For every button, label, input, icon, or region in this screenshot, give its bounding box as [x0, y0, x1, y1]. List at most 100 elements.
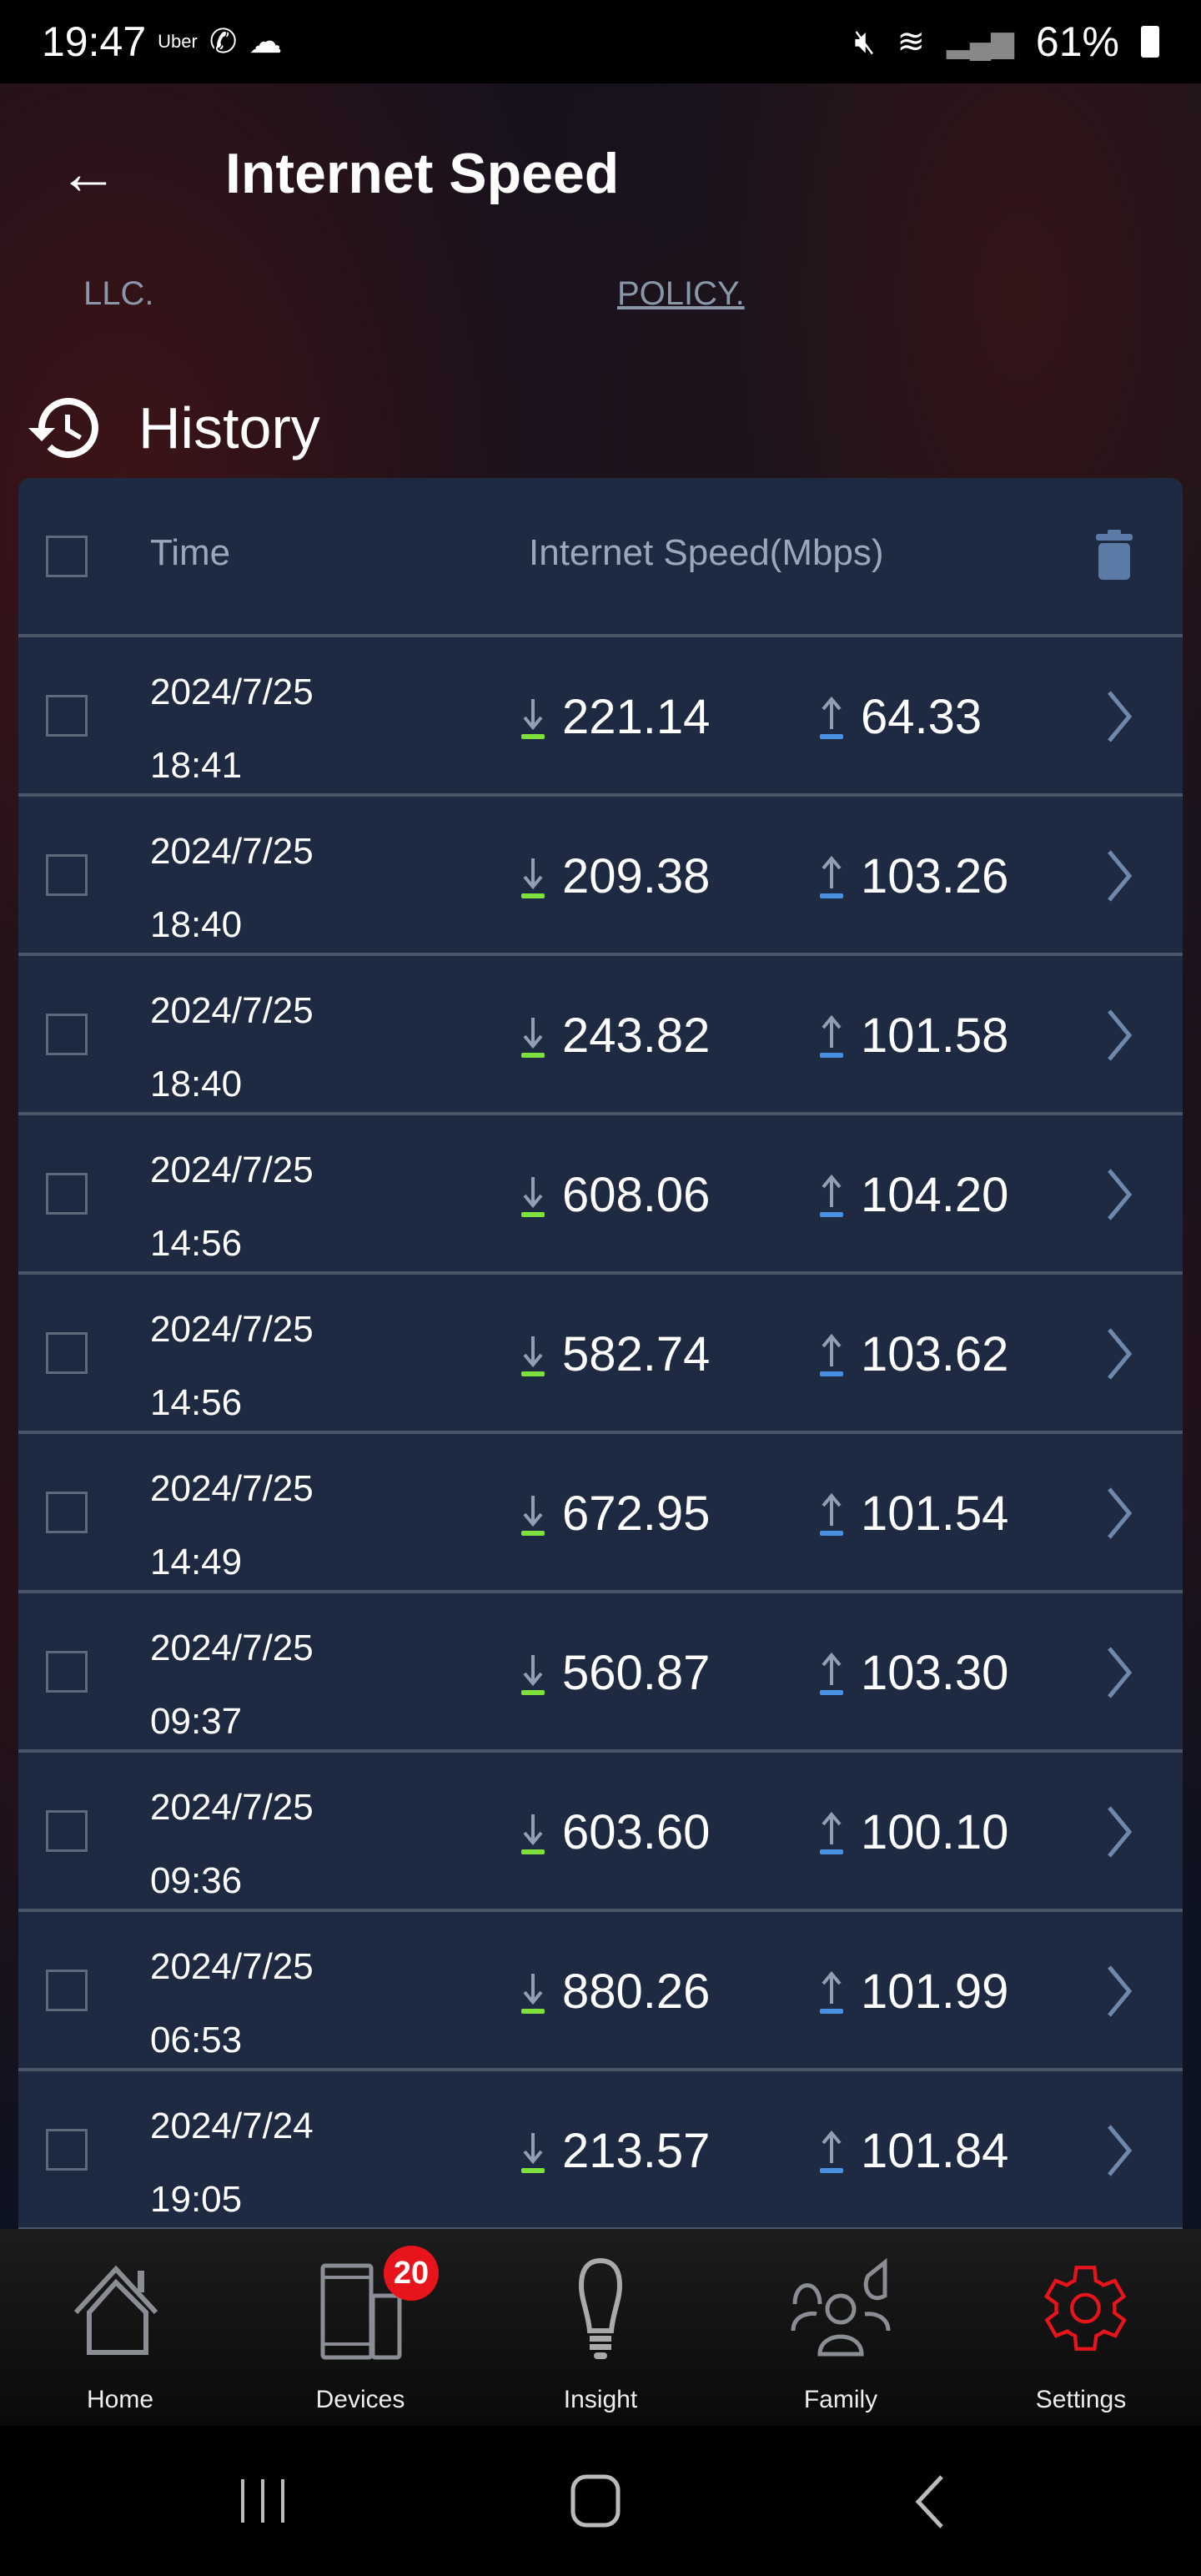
row-checkbox[interactable] — [46, 853, 88, 896]
upload-arrow-icon — [820, 1014, 843, 1058]
chevron-right-icon[interactable] — [1103, 1006, 1136, 1064]
download-value: 213.57 — [562, 2124, 711, 2178]
chevron-right-icon[interactable] — [1103, 1643, 1136, 1702]
download-speed: 608.06 — [519, 1167, 710, 1223]
row-checkbox[interactable] — [46, 1172, 88, 1215]
chevron-right-icon[interactable] — [1103, 687, 1136, 746]
table-row[interactable]: 2024/7/25 18:40 243.82 101.58 — [18, 956, 1183, 1115]
download-value: 560.87 — [562, 1646, 711, 1700]
upload-speed: 101.54 — [817, 1486, 1008, 1542]
status-time: 19:47 — [42, 18, 147, 65]
row-time: 14:56 — [150, 1223, 243, 1264]
download-value: 880.26 — [562, 1965, 711, 2019]
row-checkbox[interactable] — [46, 2128, 88, 2171]
table-row[interactable]: 2024/7/25 18:41 221.14 64.33 — [18, 637, 1183, 797]
download-arrow-icon — [521, 2132, 545, 2173]
download-arrow-icon — [521, 1336, 545, 1376]
row-date: 2024/7/25 — [150, 1946, 314, 1987]
row-checkbox[interactable] — [46, 694, 88, 737]
signal-icon: ▂▄▆ — [947, 24, 1014, 58]
row-date: 2024/7/25 — [150, 1628, 314, 1668]
nav-insight[interactable]: Insight — [480, 2229, 721, 2426]
download-arrow-icon — [521, 1176, 545, 1217]
chevron-right-icon[interactable] — [1103, 1803, 1136, 1861]
legal-links: LLC. POLICY. — [83, 275, 745, 313]
nav-devices[interactable]: 20 Devices — [240, 2229, 480, 2426]
trash-icon[interactable] — [1096, 530, 1133, 580]
upload-value: 103.30 — [861, 1646, 1009, 1700]
download-value: 209.38 — [562, 849, 711, 903]
upload-arrow-icon — [820, 696, 843, 739]
download-value: 582.74 — [562, 1327, 711, 1381]
row-date: 2024/7/25 — [150, 1787, 314, 1828]
row-date: 2024/7/25 — [150, 990, 314, 1031]
recent-apps-icon[interactable] — [238, 2476, 288, 2526]
family-icon — [791, 2257, 891, 2357]
download-speed: 672.95 — [519, 1486, 710, 1542]
upload-speed: 103.62 — [817, 1326, 1008, 1382]
row-datetime: 2024/7/25 14:56 — [150, 1293, 314, 1440]
table-row[interactable]: 2024/7/25 14:56 582.74 103.62 — [18, 1275, 1183, 1434]
policy-link[interactable]: POLICY. — [617, 275, 745, 312]
chevron-right-icon[interactable] — [1103, 1962, 1136, 2020]
row-time: 18:40 — [150, 904, 243, 945]
nav-family-label: Family — [803, 2386, 878, 2413]
upload-speed: 64.33 — [817, 689, 982, 745]
battery-level: 61% — [1035, 18, 1119, 65]
row-date: 2024/7/25 — [150, 672, 314, 712]
row-date: 2024/7/25 — [150, 1150, 314, 1190]
chevron-right-icon[interactable] — [1103, 1484, 1136, 1542]
download-value: 243.82 — [562, 1009, 711, 1063]
select-all-checkbox[interactable] — [46, 535, 88, 577]
status-bar: 19:47 Uber ✆ ☁ 🔇︎ ≋ ▂▄▆ 61% — [0, 0, 1201, 83]
row-checkbox[interactable] — [46, 1650, 88, 1693]
chevron-right-icon[interactable] — [1103, 847, 1136, 905]
download-arrow-icon — [521, 698, 545, 739]
row-datetime: 2024/7/24 19:05 — [150, 2090, 314, 2229]
download-arrow-icon — [521, 1654, 545, 1695]
home-system-icon[interactable] — [570, 2474, 621, 2528]
download-speed: 209.38 — [519, 848, 710, 904]
table-row[interactable]: 2024/7/25 09:36 603.60 100.10 — [18, 1753, 1183, 1912]
upload-arrow-icon — [820, 1333, 843, 1376]
row-date: 2024/7/25 — [150, 1468, 314, 1509]
row-time: 09:36 — [150, 1860, 243, 1901]
chevron-right-icon[interactable] — [1103, 1325, 1136, 1383]
table-row[interactable]: 2024/7/25 14:49 672.95 101.54 — [18, 1434, 1183, 1593]
row-time: 14:56 — [150, 1382, 243, 1423]
table-row[interactable]: 2024/7/25 06:53 880.26 101.99 — [18, 1912, 1183, 2071]
nav-home-label: Home — [86, 2386, 154, 2413]
row-checkbox[interactable] — [46, 1491, 88, 1533]
table-row[interactable]: 2024/7/25 18:40 209.38 103.26 — [18, 797, 1183, 956]
page-title: Internet Speed — [225, 141, 620, 205]
row-time: 19:05 — [150, 2179, 243, 2220]
wifi-icon: ≋ — [897, 23, 926, 60]
table-row[interactable]: 2024/7/25 14:56 608.06 104.20 — [18, 1115, 1183, 1275]
upload-value: 101.84 — [861, 2124, 1009, 2178]
back-system-icon[interactable] — [913, 2474, 947, 2529]
row-checkbox[interactable] — [46, 1809, 88, 1852]
back-arrow-icon[interactable]: ← — [58, 139, 118, 207]
nav-settings[interactable]: Settings — [961, 2229, 1201, 2426]
download-arrow-icon — [521, 1495, 545, 1536]
upload-value: 101.99 — [861, 1965, 1009, 2019]
upload-speed: 101.99 — [817, 1964, 1008, 2020]
nav-family[interactable]: Family — [721, 2229, 961, 2426]
devices-badge: 20 — [384, 2246, 439, 2301]
nav-home[interactable]: Home — [0, 2229, 240, 2426]
table-row[interactable]: 2024/7/24 19:05 213.57 101.84 — [18, 2071, 1183, 2229]
llc-text: LLC. — [83, 275, 154, 312]
upload-arrow-icon — [820, 1174, 843, 1217]
row-datetime: 2024/7/25 09:37 — [150, 1612, 314, 1758]
table-row[interactable]: 2024/7/25 09:37 560.87 103.30 — [18, 1593, 1183, 1753]
column-speed: Internet Speed(Mbps) — [529, 532, 884, 573]
upload-arrow-icon — [820, 1652, 843, 1695]
mute-icon: 🔇︎ — [854, 23, 876, 60]
upload-value: 100.10 — [861, 1805, 1009, 1859]
chevron-right-icon[interactable] — [1103, 1165, 1136, 1224]
row-checkbox[interactable] — [46, 1013, 88, 1055]
devices-icon — [320, 2263, 402, 2360]
row-checkbox[interactable] — [46, 1969, 88, 2011]
chevron-right-icon[interactable] — [1103, 2121, 1136, 2180]
row-checkbox[interactable] — [46, 1331, 88, 1374]
